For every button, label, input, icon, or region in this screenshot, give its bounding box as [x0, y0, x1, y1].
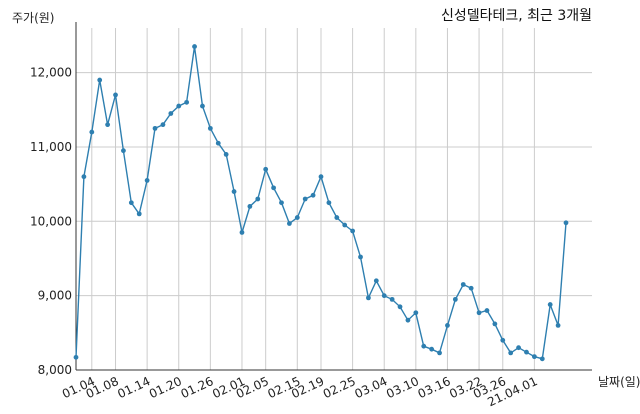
- data-point: [121, 148, 126, 154]
- data-point: [358, 254, 363, 260]
- data-point: [192, 44, 197, 49]
- label-layer: 신성델타테크, 최근 3개월 주가(원) 날짜(일): [12, 8, 640, 389]
- data-point: [460, 282, 466, 287]
- data-point: [176, 103, 182, 109]
- data-point: [81, 174, 87, 180]
- x-axis-title: 날짜(일): [598, 375, 640, 389]
- y-tick-label: 11,000: [30, 140, 72, 154]
- data-point: [168, 111, 174, 116]
- data-point: [200, 103, 205, 109]
- data-point: [231, 189, 237, 194]
- axis-layer: 8,0009,00010,00011,00012,00001.0401.0801…: [30, 22, 592, 409]
- data-point: [547, 302, 553, 307]
- data-point: [73, 354, 79, 360]
- grid-layer: [76, 28, 592, 371]
- data-point: [516, 345, 521, 351]
- data-point: [381, 293, 387, 299]
- data-point: [105, 122, 111, 128]
- data-point: [136, 211, 142, 217]
- data-point: [492, 321, 498, 327]
- data-point: [531, 354, 537, 360]
- series-layer: [73, 44, 569, 362]
- data-point: [128, 200, 134, 206]
- data-point: [366, 295, 371, 301]
- data-point: [255, 196, 261, 202]
- data-point: [445, 322, 450, 328]
- data-point: [468, 285, 474, 291]
- data-point: [113, 92, 118, 98]
- data-point: [271, 185, 276, 191]
- data-point: [342, 222, 348, 228]
- y-tick-label: 8,000: [38, 363, 72, 377]
- data-point: [97, 77, 103, 83]
- data-point: [500, 337, 506, 343]
- data-point: [555, 322, 561, 328]
- data-point: [389, 296, 395, 302]
- data-point: [334, 215, 340, 220]
- data-point: [279, 200, 284, 206]
- data-point: [429, 346, 435, 352]
- data-point: [247, 204, 253, 209]
- y-axis-title: 주가(원): [12, 11, 54, 25]
- y-tick-label: 10,000: [30, 214, 72, 228]
- data-point: [476, 310, 482, 316]
- data-point: [524, 349, 529, 355]
- data-point: [144, 178, 150, 183]
- data-point: [286, 221, 292, 226]
- data-point: [239, 230, 245, 235]
- data-point: [263, 166, 269, 172]
- data-point: [539, 356, 545, 362]
- chart-title: 신성델타테크, 최근 3개월: [441, 8, 592, 24]
- data-point: [563, 220, 569, 226]
- data-point: [397, 304, 403, 310]
- data-point: [350, 228, 356, 234]
- data-point: [184, 99, 190, 105]
- data-point: [160, 122, 166, 128]
- data-point: [452, 296, 458, 302]
- data-point: [310, 192, 316, 198]
- data-point: [302, 196, 308, 202]
- data-point: [223, 151, 229, 157]
- y-tick-label: 9,000: [38, 289, 72, 303]
- data-point: [326, 200, 332, 206]
- data-point: [152, 125, 158, 131]
- data-point: [318, 174, 324, 180]
- data-point: [508, 350, 514, 356]
- data-point: [207, 125, 213, 131]
- y-tick-label: 12,000: [30, 66, 72, 80]
- data-point: [421, 343, 427, 349]
- data-point: [413, 310, 419, 316]
- data-point: [437, 350, 442, 356]
- data-point: [294, 215, 300, 220]
- data-point: [89, 129, 95, 135]
- data-point: [373, 278, 379, 284]
- data-point: [215, 140, 221, 146]
- data-point: [405, 317, 411, 323]
- data-point: [484, 308, 490, 313]
